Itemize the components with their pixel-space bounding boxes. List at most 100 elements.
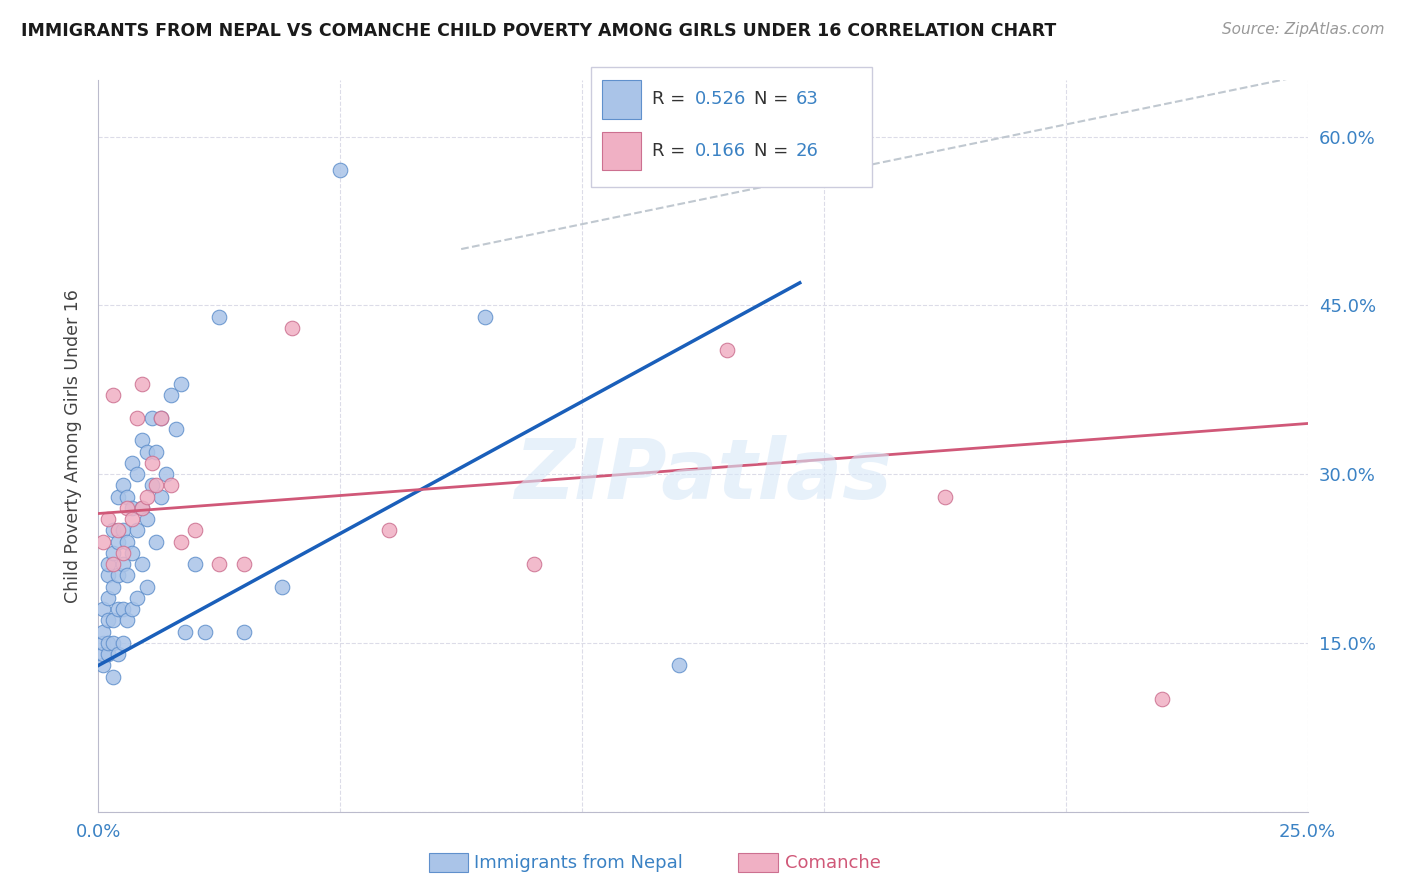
Point <box>107 602 129 616</box>
Text: N =: N = <box>754 142 793 161</box>
Point <box>131 434 153 448</box>
Point <box>474 310 496 324</box>
Point <box>107 534 129 549</box>
Point <box>117 534 139 549</box>
Point <box>107 568 129 582</box>
Point <box>107 647 129 661</box>
Point <box>271 580 294 594</box>
Point <box>111 546 134 560</box>
Text: IMMIGRANTS FROM NEPAL VS COMANCHE CHILD POVERTY AMONG GIRLS UNDER 16 CORRELATION: IMMIGRANTS FROM NEPAL VS COMANCHE CHILD … <box>21 22 1056 40</box>
Point <box>111 524 134 538</box>
Point <box>145 478 167 492</box>
Point <box>97 557 120 571</box>
Point <box>232 557 254 571</box>
Point <box>91 624 114 639</box>
Point <box>101 557 124 571</box>
Point <box>101 524 124 538</box>
Point <box>101 636 124 650</box>
Point <box>101 388 124 402</box>
Point <box>208 310 231 324</box>
Point <box>150 410 173 425</box>
Point <box>111 602 134 616</box>
Point <box>121 512 143 526</box>
Point <box>111 636 134 650</box>
Point <box>150 410 173 425</box>
Point <box>232 624 254 639</box>
Point <box>135 512 157 526</box>
Point <box>281 321 304 335</box>
Point <box>131 557 153 571</box>
Point <box>145 444 167 458</box>
Point <box>523 557 546 571</box>
Point <box>91 534 114 549</box>
Point <box>127 467 149 482</box>
Text: ZIPatlas: ZIPatlas <box>515 434 891 516</box>
Point <box>91 658 114 673</box>
Point <box>169 534 191 549</box>
Point <box>934 490 956 504</box>
Text: 26: 26 <box>796 142 818 161</box>
Text: Source: ZipAtlas.com: Source: ZipAtlas.com <box>1222 22 1385 37</box>
Point <box>97 512 120 526</box>
Point <box>131 377 153 392</box>
Point <box>184 524 207 538</box>
Point <box>117 500 139 515</box>
Text: 0.526: 0.526 <box>695 90 747 109</box>
Text: Comanche: Comanche <box>785 854 880 871</box>
Point <box>97 647 120 661</box>
Point <box>141 456 163 470</box>
Point <box>169 377 191 392</box>
Point <box>141 478 163 492</box>
Point <box>127 410 149 425</box>
Text: R =: R = <box>652 142 692 161</box>
Point <box>107 490 129 504</box>
Point <box>377 524 399 538</box>
Point <box>208 557 231 571</box>
Point <box>97 568 120 582</box>
Point <box>155 467 177 482</box>
Point <box>101 580 124 594</box>
Y-axis label: Child Poverty Among Girls Under 16: Child Poverty Among Girls Under 16 <box>63 289 82 603</box>
Point <box>668 658 690 673</box>
Point <box>121 546 143 560</box>
Text: 63: 63 <box>796 90 818 109</box>
Point <box>107 524 129 538</box>
Point <box>117 568 139 582</box>
FancyBboxPatch shape <box>591 67 872 187</box>
Point <box>111 557 134 571</box>
Point <box>184 557 207 571</box>
Point <box>135 580 157 594</box>
Point <box>97 591 120 605</box>
Point <box>97 636 120 650</box>
Point <box>117 614 139 628</box>
Point <box>135 444 157 458</box>
Point <box>135 490 157 504</box>
Point <box>194 624 217 639</box>
Point <box>329 163 352 178</box>
Point <box>127 591 149 605</box>
Point <box>91 636 114 650</box>
Point <box>160 478 183 492</box>
Bar <box>602 132 641 170</box>
Point <box>97 614 120 628</box>
Point <box>131 500 153 515</box>
Point <box>131 500 153 515</box>
Bar <box>602 80 641 119</box>
Point <box>111 478 134 492</box>
Point <box>101 546 124 560</box>
Text: Immigrants from Nepal: Immigrants from Nepal <box>474 854 683 871</box>
Text: N =: N = <box>754 90 793 109</box>
Point <box>121 602 143 616</box>
Text: R =: R = <box>652 90 692 109</box>
Point <box>174 624 197 639</box>
Point <box>145 534 167 549</box>
Point <box>91 602 114 616</box>
Point <box>716 343 738 358</box>
Point <box>117 490 139 504</box>
Point <box>101 670 124 684</box>
Point <box>150 490 173 504</box>
Point <box>121 456 143 470</box>
Point <box>127 524 149 538</box>
Point <box>91 647 114 661</box>
Point <box>165 422 187 436</box>
